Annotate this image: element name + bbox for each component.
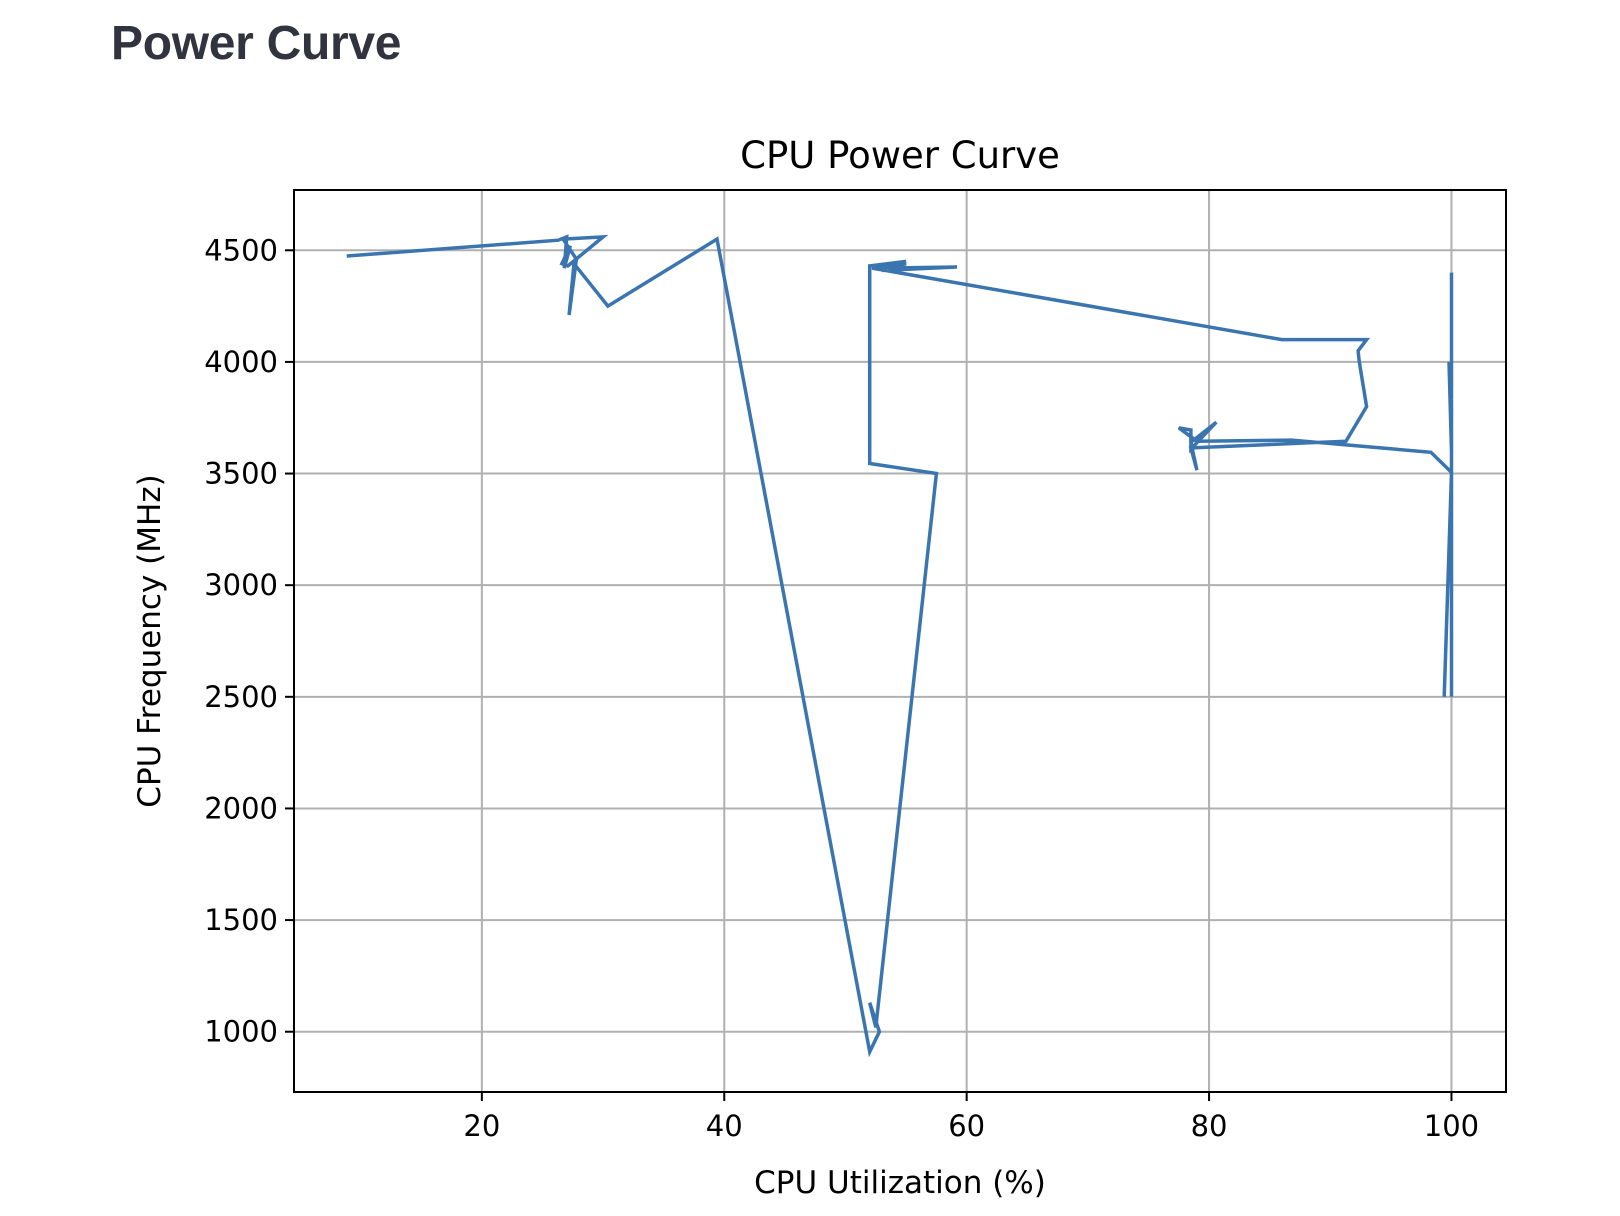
y-tick-label: 3000 — [204, 568, 278, 602]
page-title: Power Curve — [111, 17, 402, 70]
x-tick-label: 80 — [1191, 1109, 1228, 1143]
x-tick-label: 60 — [948, 1109, 985, 1143]
series-line — [346, 234, 1454, 1058]
y-tick-label: 3500 — [204, 457, 278, 491]
y-tick-label: 1000 — [204, 1015, 278, 1049]
axes-frame — [293, 189, 1507, 1093]
y-tick-label: 2500 — [204, 680, 278, 714]
y-tick-label: 4500 — [204, 233, 278, 267]
plot-area — [346, 234, 1454, 1058]
axis-ticks: 20 40 60 80 100 1000 1500 2000 2500 3000 3500 4000 4… — [204, 233, 1479, 1143]
x-tick-label: 40 — [706, 1109, 743, 1143]
x-tick-label: 20 — [463, 1109, 500, 1143]
x-tick-label: 100 — [1424, 1109, 1479, 1143]
grid-lines — [294, 190, 1506, 1092]
y-tick-label: 2000 — [204, 791, 278, 825]
chart-title: CPU Power Curve — [740, 134, 1060, 177]
y-tick-label: 1500 — [204, 903, 278, 937]
y-axis-label: CPU Frequency (MHz) — [132, 474, 168, 807]
x-axis-label: CPU Utilization (%) — [754, 1165, 1046, 1201]
y-tick-label: 4000 — [204, 345, 278, 379]
